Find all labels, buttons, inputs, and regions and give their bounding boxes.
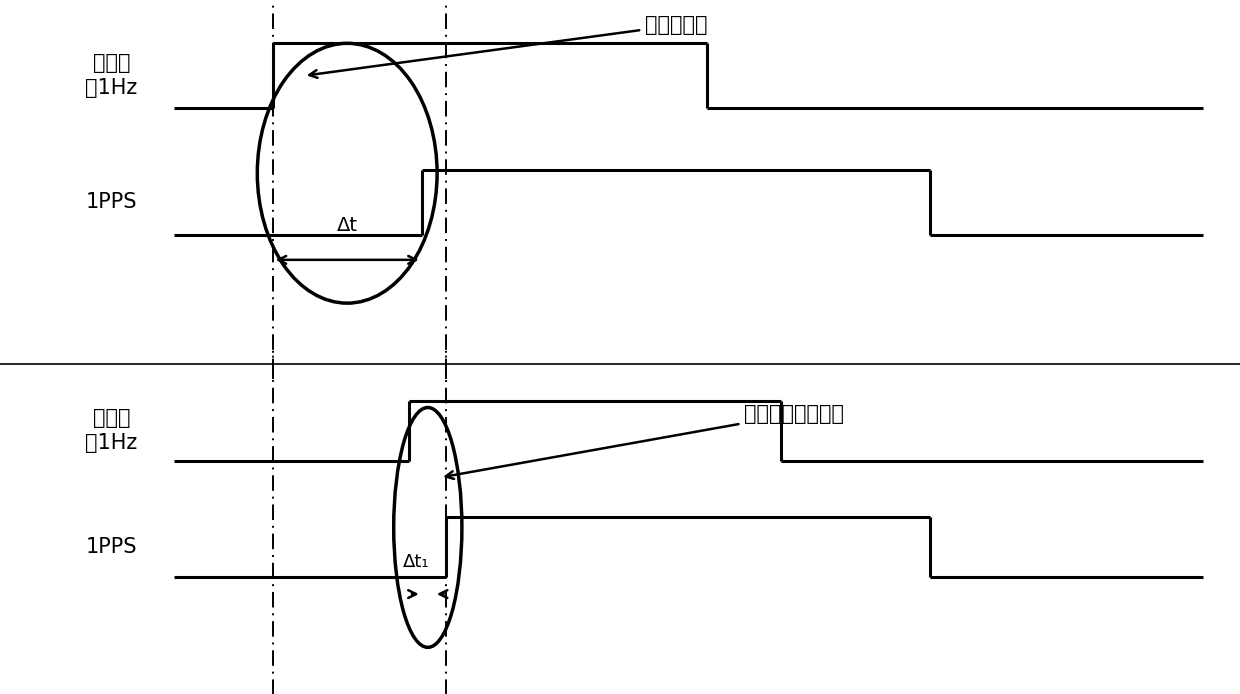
Text: Δt₁: Δt₁ [403,552,429,570]
Text: 1PPS: 1PPS [86,192,138,212]
Text: 移相输
出1Hz: 移相输 出1Hz [86,409,138,453]
Text: 时差测量前: 时差测量前 [309,15,707,78]
Text: 移相输
出1Hz: 移相输 出1Hz [86,53,138,98]
Text: 时差测量并移相后: 时差测量并移相后 [445,404,844,479]
Text: 1PPS: 1PPS [86,537,138,557]
Text: Δt: Δt [337,216,357,235]
